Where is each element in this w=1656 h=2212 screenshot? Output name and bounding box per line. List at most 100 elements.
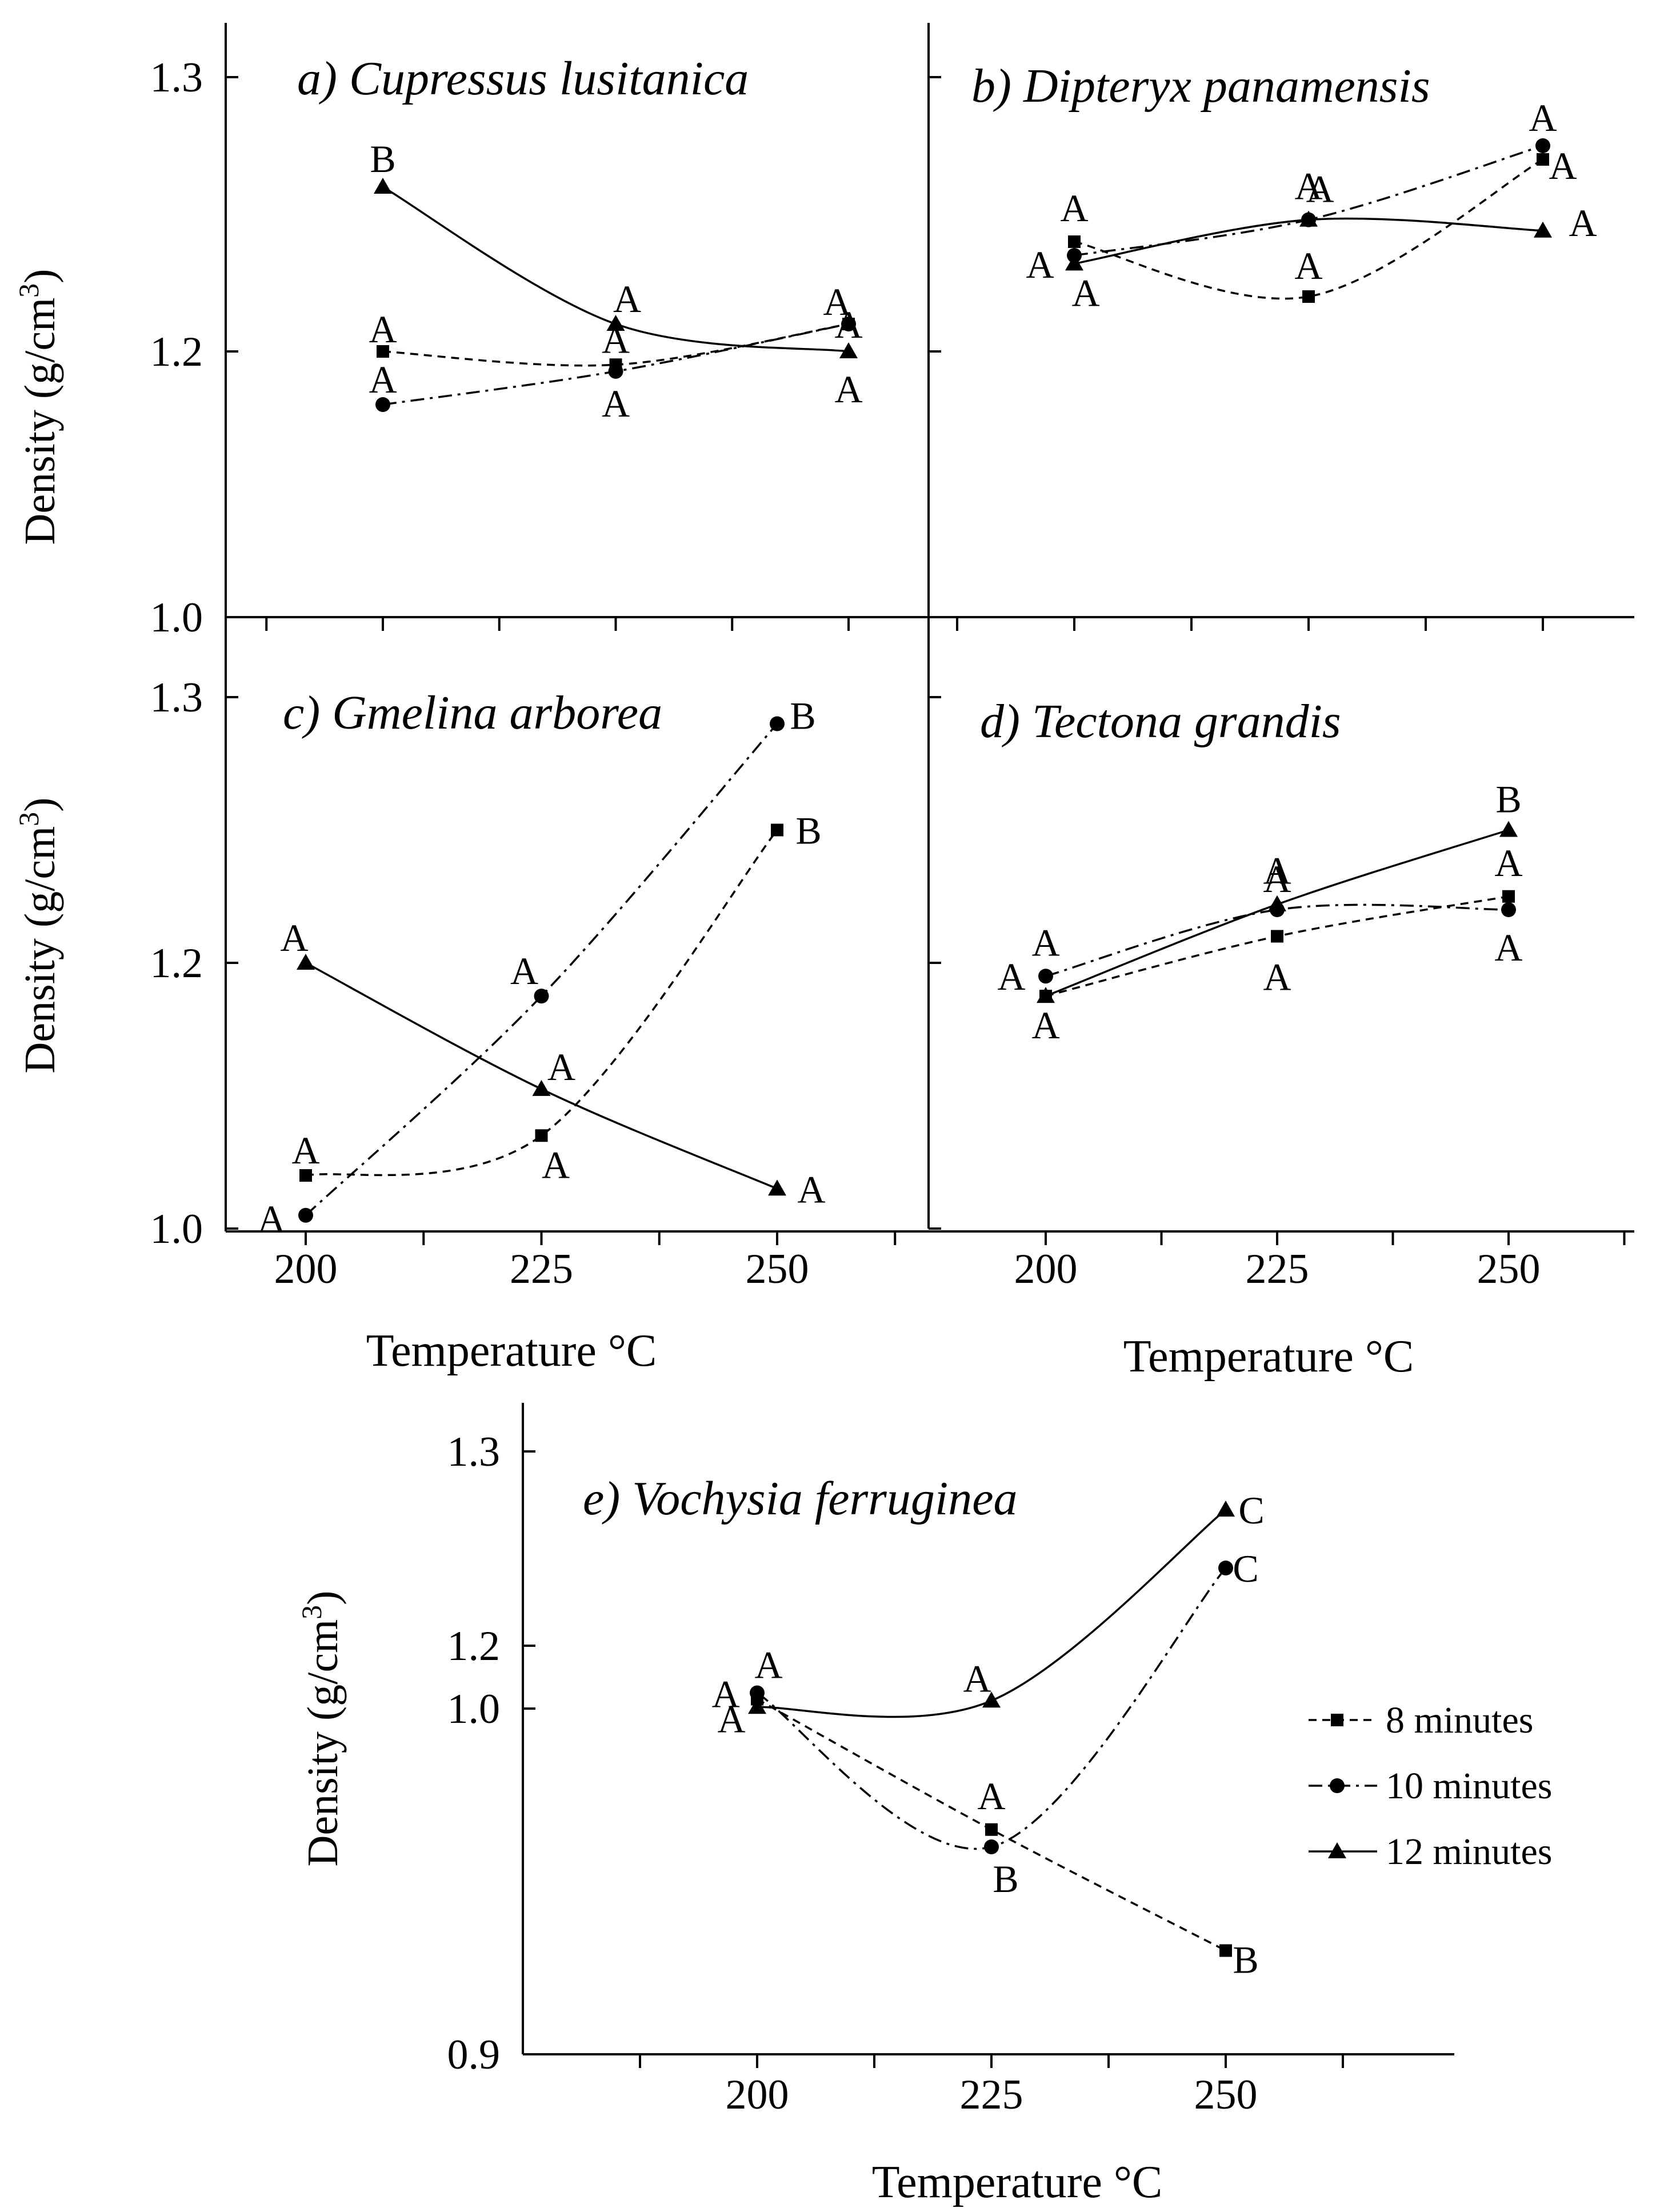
data-point-circle [375,397,390,412]
significance-letter: A [547,1045,575,1089]
significance-letter: B [790,694,815,738]
x-tick-label: 225 [960,2071,1023,2118]
significance-letter: B [370,137,395,181]
data-point-triangle [374,178,392,194]
significance-letter: A [834,367,862,411]
significance-letter: A [797,1167,825,1211]
significance-letter: A [997,955,1025,998]
data-point-triangle [1299,210,1318,227]
data-point-triangle [297,954,315,970]
x-tick-label: 225 [510,1246,573,1293]
significance-letter: C [1238,1489,1264,1532]
significance-letter: A [1294,165,1322,208]
legend-marker-triangle [1328,1842,1346,1858]
panel-title: e) Vochysia ferruginea [583,1472,1017,1525]
data-point-circle [1218,1561,1233,1575]
legend-marker-circle [1330,1778,1345,1793]
data-point-circle [841,317,856,331]
panel-a: 1.0 1.2 1.3 a) Cupressus lusitanica Density … [13,23,930,1229]
y-tick-label: 1.2 [150,940,203,987]
significance-letter: A [1026,243,1054,286]
significance-letter: A [1306,167,1334,211]
series-line-10-minutes [1045,903,1509,977]
significance-letter: C [1233,1547,1258,1590]
data-point-triangle [748,1698,766,1714]
y-tick-label: 0.9 [447,2031,501,2078]
data-point-triangle [1268,895,1286,911]
data-point-square [535,1129,548,1142]
legend-label: 12 minutes [1386,1831,1553,1873]
panel-c: 1.0 1.2 1.3 200 225 250 c) Gmelina arborea Dens… [13,617,929,1376]
x-axis-label: Temperature °C [1123,1331,1414,1382]
significance-letter: A [257,1197,285,1241]
legend: 8 minutes 10 minutes 12 minutes [1309,1699,1553,1873]
panel-e: 0.9 1.0 1.2 1.3 200 225 250 e) Vochysia ferrugi… [295,1403,1553,2207]
y-tick-label: 1.0 [150,594,203,641]
legend-label: 10 minutes [1386,1765,1553,1807]
significance-letter: A [1549,144,1577,187]
significance-letter: B [993,1857,1018,1901]
significance-letter: A [711,1673,739,1716]
significance-letter: A [1071,271,1099,314]
data-point-triangle [1065,254,1083,271]
y-axis-label: Density (g/cm3) [13,797,64,1073]
x-tick-label: 225 [1246,1246,1309,1293]
y-tick-label: 1.2 [447,1623,501,1670]
data-point-triangle [1037,987,1055,1003]
y-tick-label: 1.3 [150,674,203,721]
significance-letter: A [602,382,630,425]
x-tick-label: 200 [274,1246,338,1293]
series-line-10-minutes [305,723,778,1217]
y-tick-label: 1.0 [150,1206,203,1253]
significance-letter: A [823,280,851,323]
panel-d: 200 225 250 d) Tectona grandis Temperature °… [929,695,1634,1382]
significance-letter: B [1495,778,1521,821]
data-point-square [1302,290,1315,303]
significance-letter: A [1031,1003,1059,1047]
significance-letter: A [1263,857,1291,901]
data-point-circle [534,989,549,1004]
data-point-square [771,823,783,837]
x-tick-label: 250 [746,1246,809,1293]
y-tick-label: 1.2 [150,329,203,375]
data-point-triangle [1217,1501,1235,1517]
data-point-square [985,1823,998,1836]
data-point-circle [750,1685,765,1701]
significance-letter: A [542,1143,570,1186]
data-point-square [1068,235,1081,248]
data-point-square [299,1169,312,1182]
significance-letter: A [754,1643,782,1687]
significance-letter: A [1529,96,1557,139]
panel-title: c) Gmelina arborea [283,686,662,739]
data-point-square [1271,930,1283,943]
significance-letter: A [834,303,862,346]
significance-letter: A [291,1129,319,1172]
significance-letter: A [1294,244,1322,287]
significance-letter: A [1263,849,1291,893]
y-tick-label: 1.0 [447,1686,501,1733]
series-line-12-minutes [757,1509,1227,1718]
y-axis-label: Density (g/cm3) [295,1590,347,1866]
significance-letter: A [369,307,397,351]
data-point-square [1537,153,1549,166]
y-tick-label: 1.3 [150,54,203,101]
significance-letter: A [977,1774,1005,1818]
legend-label: 8 minutes [1386,1699,1534,1741]
significance-letter: A [510,949,538,993]
y-axis-label: Density (g/cm3) [13,269,64,545]
x-axis-label: Temperature °C [366,1326,657,1376]
data-point-circle [1535,138,1550,153]
data-point-triangle [532,1079,551,1096]
x-tick-label: 200 [1014,1246,1078,1293]
data-point-circle [608,363,623,379]
data-point-triangle [768,1179,786,1196]
data-point-triangle [606,315,625,331]
series-line-8-minutes [305,829,778,1177]
significance-letter: A [1060,186,1088,230]
significance-letter: A [369,358,397,401]
significance-letter: A [963,1657,991,1700]
significance-letter: A [280,916,308,959]
significance-letter: A [1031,921,1059,964]
